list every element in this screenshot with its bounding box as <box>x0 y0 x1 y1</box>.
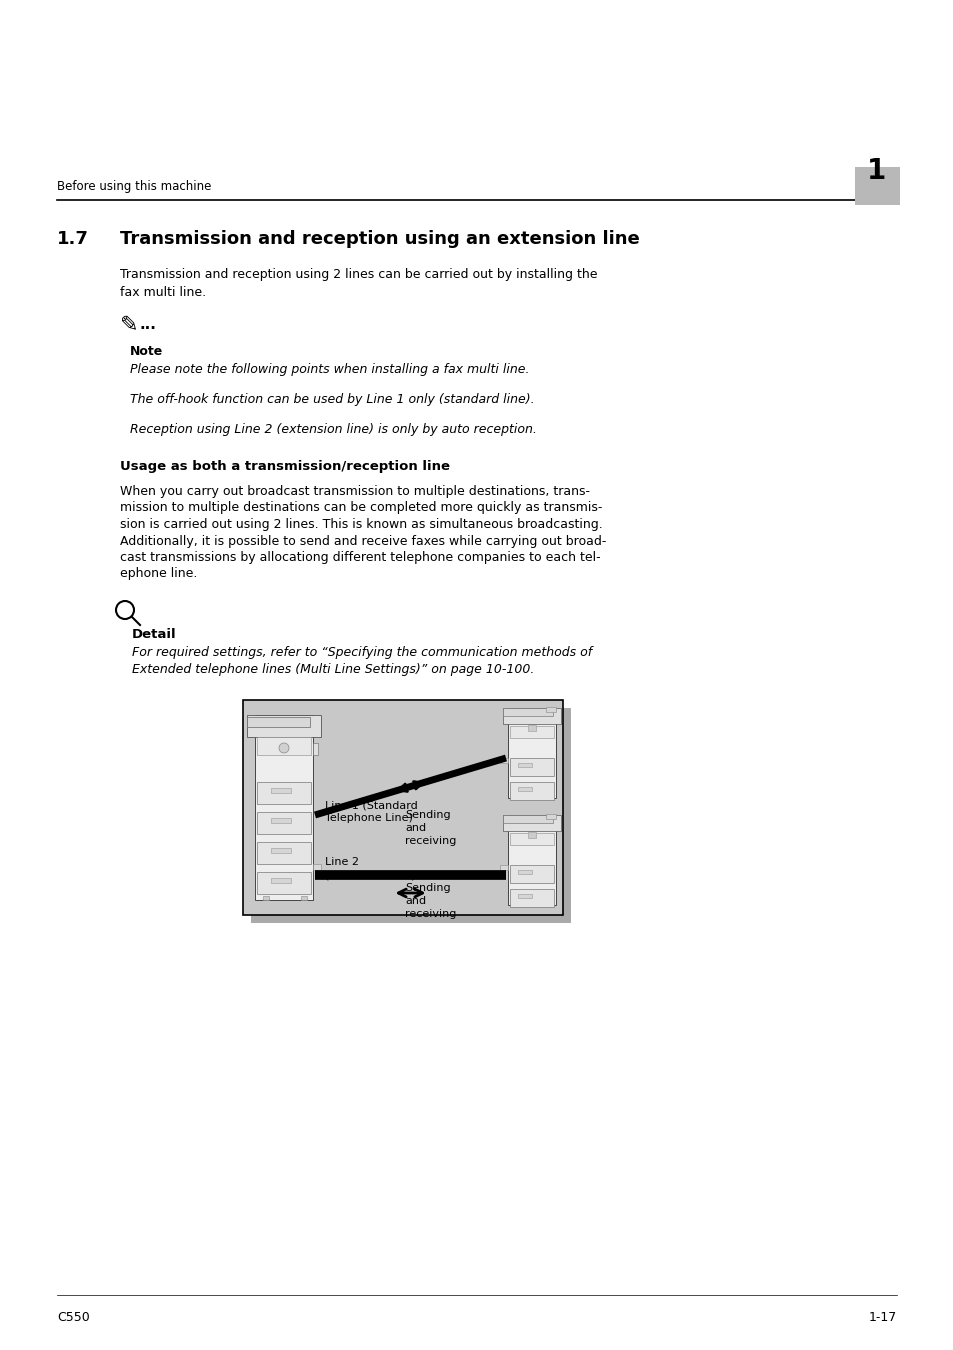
Bar <box>247 716 320 737</box>
Bar <box>271 878 291 883</box>
Bar <box>499 865 507 869</box>
Bar <box>271 788 291 792</box>
Bar <box>502 707 560 724</box>
Bar <box>313 864 320 869</box>
Text: Reception using Line 2 (extension line) is only by auto reception.: Reception using Line 2 (extension line) … <box>130 423 537 436</box>
Bar <box>854 167 899 205</box>
Bar <box>271 848 291 853</box>
Bar <box>517 894 532 898</box>
Text: For required settings, refer to “Specifying the communication methods of: For required settings, refer to “Specify… <box>132 647 592 659</box>
Bar <box>517 787 532 791</box>
Text: 1-17: 1-17 <box>868 1311 896 1324</box>
Bar <box>256 782 311 805</box>
Bar <box>256 842 311 864</box>
Text: Additionally, it is possible to send and receive faxes while carrying out broad-: Additionally, it is possible to send and… <box>120 535 606 548</box>
Text: Detail: Detail <box>132 628 176 641</box>
Text: C550: C550 <box>57 1311 90 1324</box>
Text: Before using this machine: Before using this machine <box>57 180 212 193</box>
Bar <box>502 815 553 824</box>
Text: sion is carried out using 2 lines. This is known as simultaneous broadcasting.: sion is carried out using 2 lines. This … <box>120 518 602 531</box>
Text: Usage as both a transmission/reception line: Usage as both a transmission/reception l… <box>120 460 450 472</box>
Bar <box>502 707 553 716</box>
Bar <box>499 757 507 763</box>
Bar <box>510 833 554 845</box>
Text: Line 1 (Standard
Telephone Line): Line 1 (Standard Telephone Line) <box>325 801 417 824</box>
Text: Extended telephone lines (Multi Line Settings)” on page 10-100.: Extended telephone lines (Multi Line Set… <box>132 663 534 676</box>
Bar <box>247 717 310 728</box>
Bar <box>510 865 554 883</box>
Text: The off-hook function can be used by Line 1 only (standard line).: The off-hook function can be used by Lin… <box>130 393 534 406</box>
Bar <box>510 782 554 801</box>
Text: Transmission and reception using 2 lines can be carried out by installing the: Transmission and reception using 2 lines… <box>120 269 597 281</box>
Circle shape <box>278 743 289 753</box>
Bar <box>507 815 556 904</box>
Text: 1: 1 <box>866 157 885 185</box>
Bar <box>527 832 536 838</box>
Bar <box>271 818 291 824</box>
Bar <box>243 701 562 915</box>
Text: ✎: ✎ <box>120 315 138 335</box>
Text: 1.7: 1.7 <box>57 230 89 248</box>
Bar <box>254 716 313 900</box>
Bar <box>256 811 311 834</box>
Bar <box>502 815 560 832</box>
Bar <box>545 707 556 711</box>
Text: mission to multiple destinations can be completed more quickly as transmis-: mission to multiple destinations can be … <box>120 501 601 514</box>
Text: Please note the following points when installing a fax multi line.: Please note the following points when in… <box>130 363 529 377</box>
Text: cast transmissions by allocationg different telephone companies to each tel-: cast transmissions by allocationg differ… <box>120 551 600 564</box>
Bar <box>507 707 556 798</box>
Bar <box>510 757 554 776</box>
Bar <box>301 896 307 900</box>
Bar <box>510 726 554 738</box>
Bar <box>517 869 532 873</box>
Bar <box>517 763 532 767</box>
Text: ...: ... <box>140 317 156 332</box>
Bar <box>545 814 556 819</box>
Text: ephone line.: ephone line. <box>120 567 197 580</box>
Text: When you carry out broadcast transmission to multiple destinations, trans-: When you carry out broadcast transmissio… <box>120 485 589 498</box>
Bar <box>510 890 554 907</box>
Bar <box>256 737 311 755</box>
Text: Note: Note <box>130 346 163 358</box>
Bar <box>251 707 571 923</box>
Bar <box>256 872 311 894</box>
Text: Sending
and
receiving: Sending and receiving <box>405 883 456 919</box>
Text: fax multi line.: fax multi line. <box>120 286 206 298</box>
Text: Transmission and reception using an extension line: Transmission and reception using an exte… <box>120 230 639 248</box>
Bar <box>263 896 269 900</box>
Bar <box>313 743 317 755</box>
Text: Sending
and
receiving: Sending and receiving <box>405 810 456 846</box>
Bar <box>527 725 536 730</box>
Text: Line 2
(Extension Line): Line 2 (Extension Line) <box>325 857 415 880</box>
